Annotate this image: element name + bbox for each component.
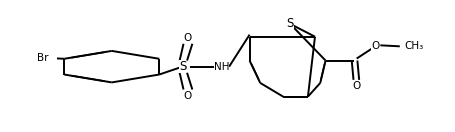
Text: O: O — [370, 41, 379, 51]
Text: S: S — [178, 60, 186, 73]
Text: Br: Br — [37, 53, 48, 63]
Text: S: S — [286, 17, 293, 30]
Text: CH₃: CH₃ — [404, 41, 423, 51]
Text: O: O — [351, 81, 359, 91]
Text: O: O — [183, 33, 192, 43]
Text: NH: NH — [213, 62, 228, 72]
Text: O: O — [183, 91, 192, 101]
